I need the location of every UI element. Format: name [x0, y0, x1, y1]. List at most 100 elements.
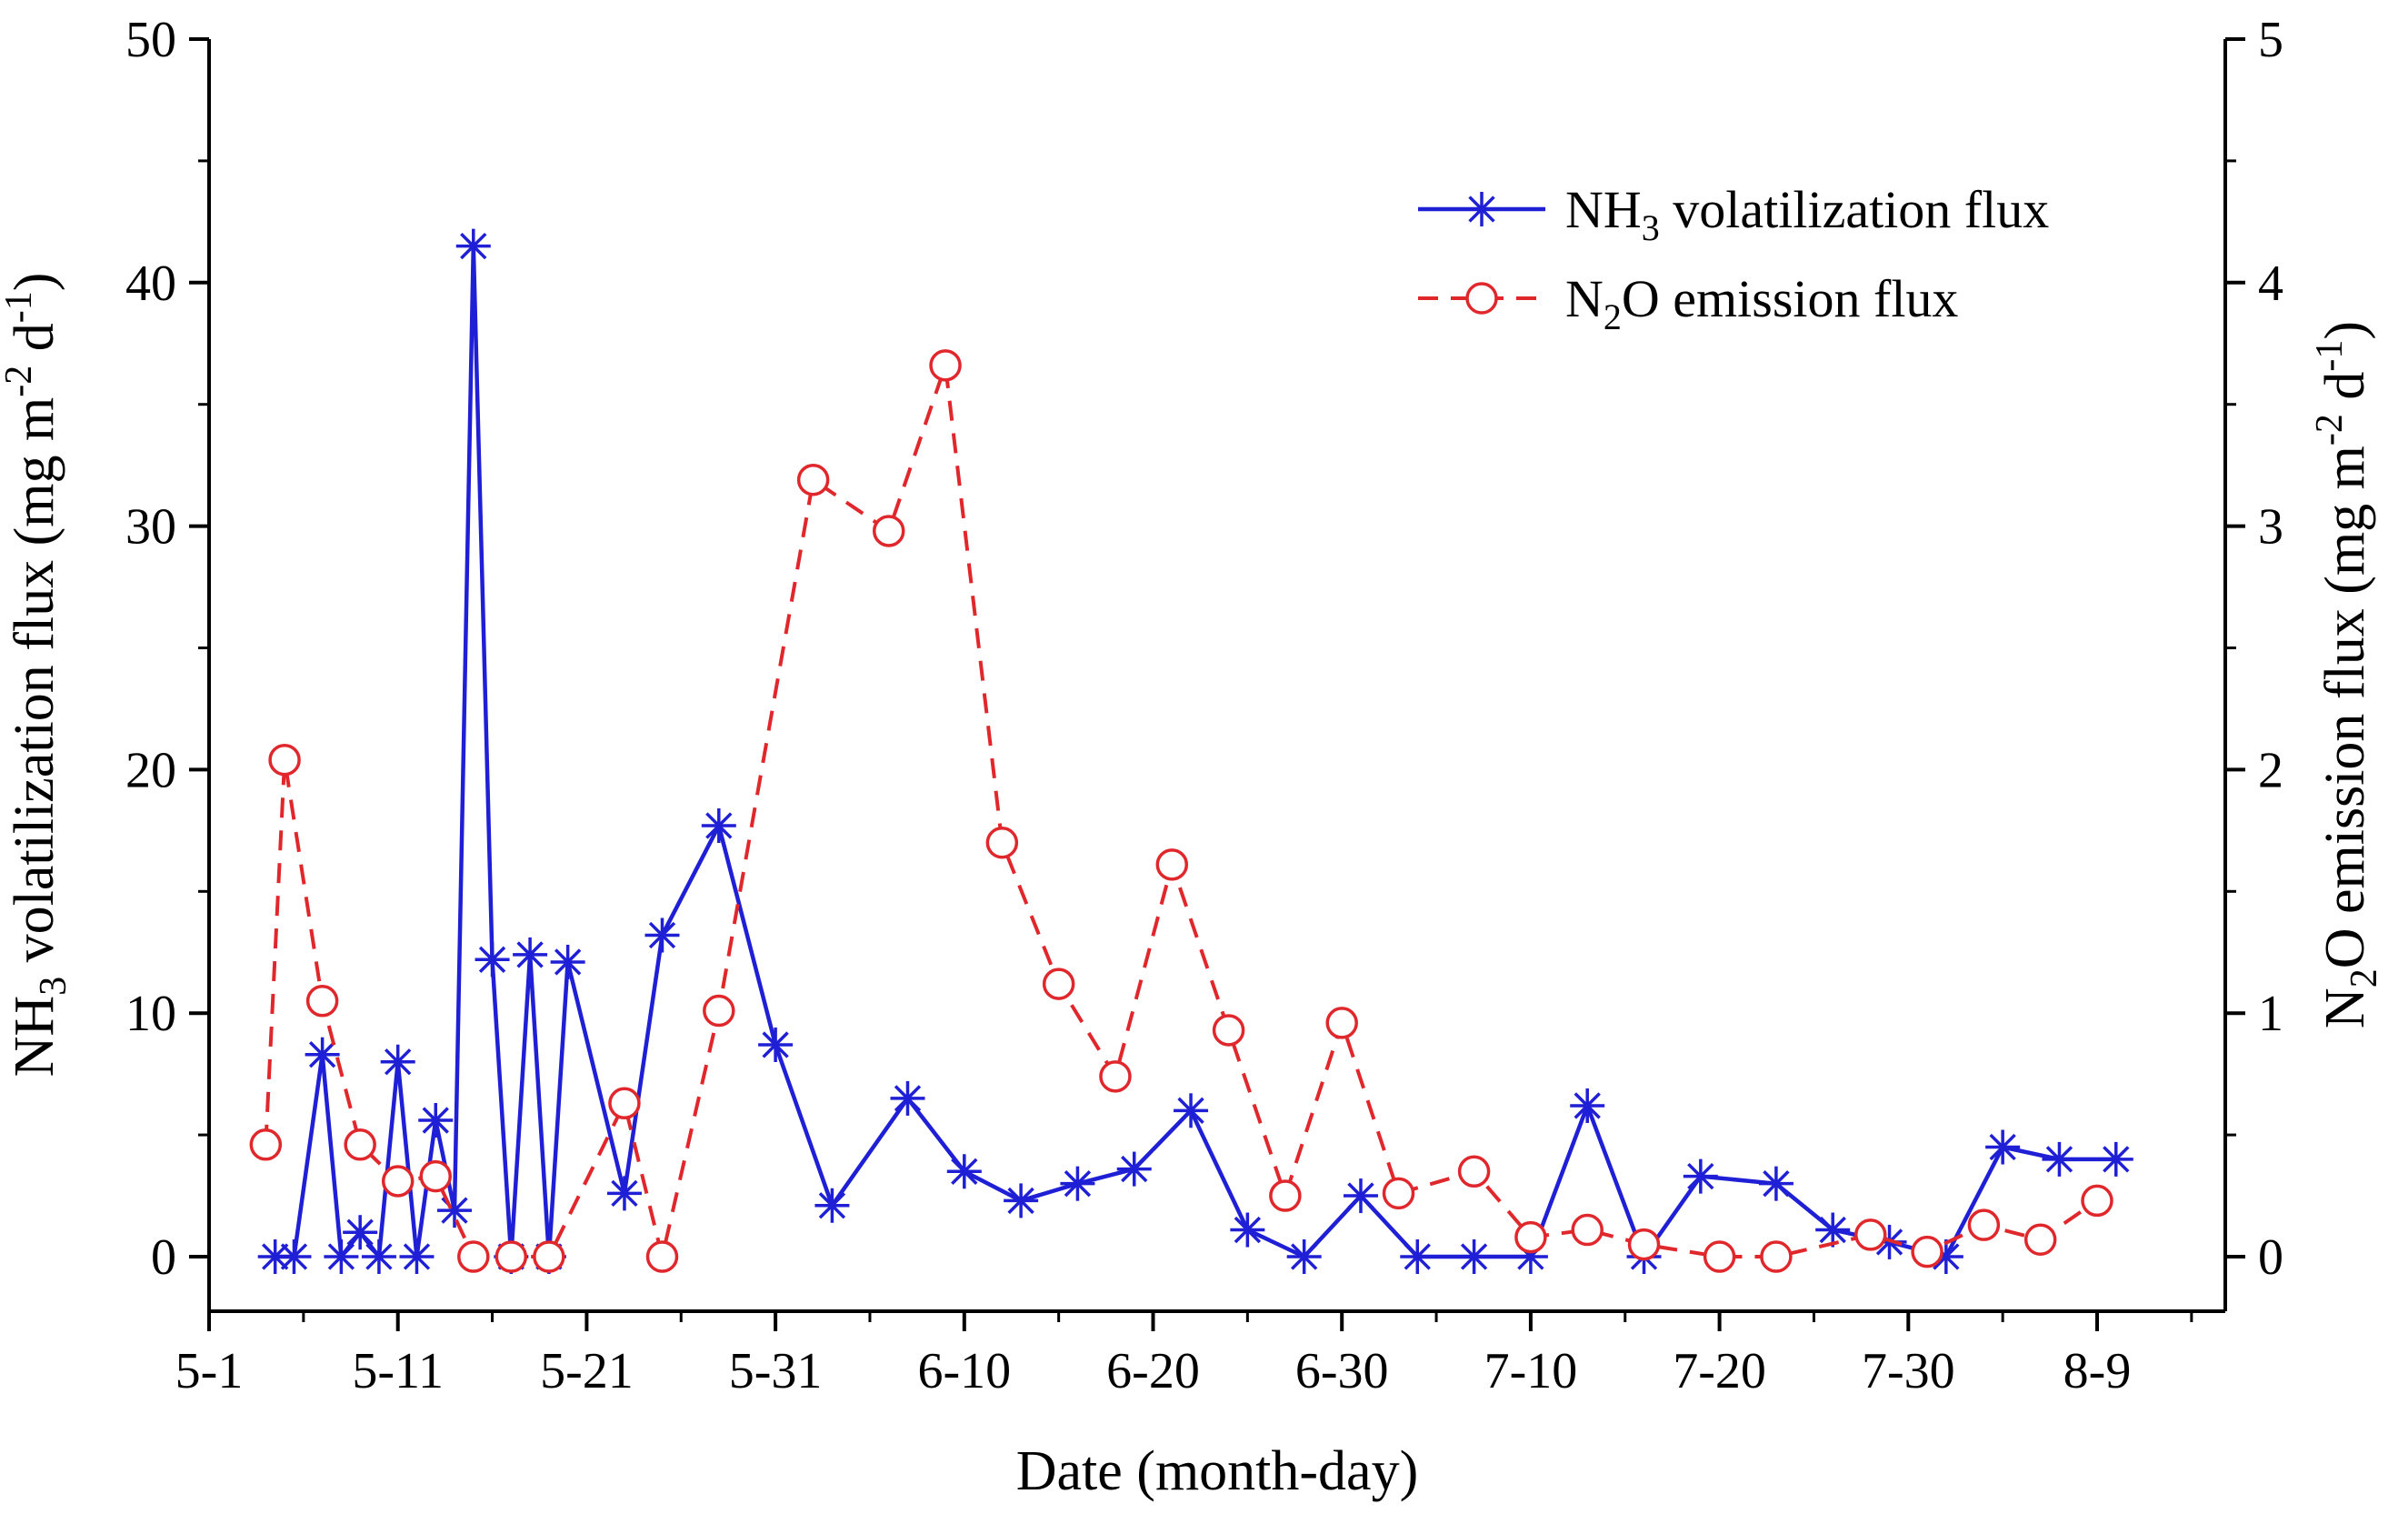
- n2o-data-point: [872, 515, 905, 547]
- nh3-data-point: [946, 1154, 982, 1189]
- x-tick-label: 7-20: [1673, 1343, 1766, 1399]
- nh3-data-point: [1174, 1093, 1209, 1128]
- x-tick-label: 6-30: [1295, 1343, 1389, 1399]
- n2o-data-point: [495, 1240, 528, 1273]
- nh3-data-point: [606, 1176, 642, 1211]
- y-left-tick-label: 40: [125, 256, 176, 312]
- x-tick-label: 8-9: [2063, 1343, 2132, 1399]
- n2o-data-point: [1457, 1155, 1491, 1188]
- n2o-data-point: [419, 1159, 452, 1193]
- x-tick-label: 6-10: [917, 1343, 1011, 1399]
- nh3-data-point: [1456, 1239, 1492, 1274]
- nh3-data-point: [380, 1044, 415, 1079]
- nh3-data-point: [475, 942, 510, 978]
- y-right-tick-label: 2: [2258, 742, 2283, 798]
- n2o-data-point: [1703, 1240, 1736, 1273]
- x-tick-label: 5-11: [352, 1343, 444, 1399]
- n2o-data-point: [305, 985, 339, 1018]
- nh3-data-point: [1683, 1158, 1718, 1194]
- nh3-data-point: [1286, 1239, 1322, 1274]
- x-tick-label: 5-1: [175, 1343, 244, 1399]
- nh3-data-point: [644, 917, 680, 953]
- nh3-data-point: [513, 937, 548, 972]
- x-tick-label: 7-30: [1862, 1343, 1955, 1399]
- n2o-data-point: [1155, 848, 1189, 881]
- n2o-data-point: [645, 1240, 679, 1273]
- nh3-data-point: [1060, 1166, 1095, 1201]
- series-nh3: [257, 228, 2133, 1274]
- legend-label-nh3: NH3 volatilization flux: [1565, 180, 2049, 248]
- nh3-data-point: [305, 1037, 340, 1072]
- n2o-data-point: [1042, 968, 1075, 1000]
- series-n2o: [249, 349, 2113, 1273]
- legend-marker-n2o: [1465, 282, 1498, 315]
- n2o-data-point: [1269, 1179, 1302, 1212]
- nh3-data-point: [1116, 1151, 1152, 1187]
- nh3-data-point: [890, 1080, 925, 1116]
- y-left-tick-label: 0: [151, 1229, 176, 1286]
- n2o-data-point: [1212, 1014, 1245, 1047]
- y-right-tick-label: 0: [2258, 1229, 2283, 1286]
- nh3-data-point: [701, 807, 736, 843]
- n2o-data-point: [929, 349, 962, 382]
- n2o-data-point: [1627, 1228, 1661, 1261]
- nh3-data-point: [2042, 1141, 2077, 1177]
- y-left-tick-label: 10: [125, 986, 176, 1042]
- n2o-data-point: [1571, 1213, 1604, 1247]
- n2o-data-point: [533, 1240, 565, 1273]
- x-tick-label: 5-21: [540, 1343, 634, 1399]
- nh3-data-point: [361, 1239, 396, 1274]
- y-right-tick-label: 5: [2258, 12, 2283, 68]
- n2o-data-point: [457, 1240, 490, 1273]
- y-left-tick-label: 30: [125, 499, 176, 556]
- n2o-data-point: [2081, 1184, 2113, 1218]
- nh3-data-point: [1400, 1239, 1435, 1274]
- y-axis-title-right: N2O emission flux (mg m-2 d-1): [2309, 321, 2385, 1028]
- nh3-data-point: [1004, 1183, 1039, 1218]
- nh3-data-point: [1570, 1088, 1605, 1123]
- nh3-data-point: [343, 1215, 378, 1250]
- nh3-data-point: [1230, 1212, 1265, 1248]
- n2o-data-point: [1099, 1060, 1132, 1093]
- nh3-data-point: [2098, 1141, 2133, 1177]
- n2o-data-point: [1514, 1220, 1547, 1254]
- n2o-data-point: [2023, 1223, 2057, 1257]
- nh3-data-point: [1985, 1129, 2021, 1165]
- x-tick-label: 5-31: [729, 1343, 823, 1399]
- n2o-data-point: [703, 994, 735, 1028]
- n2o-data-point: [268, 743, 301, 777]
- n2o-data-point: [1325, 1007, 1358, 1039]
- n2o-data-point: [381, 1165, 415, 1198]
- nh3-data-point: [257, 1239, 293, 1274]
- y-left-tick-label: 50: [125, 12, 176, 68]
- y-right-tick-label: 3: [2258, 499, 2283, 556]
- legend-marker-nh3: [1464, 192, 1499, 226]
- n2o-data-point: [249, 1128, 283, 1161]
- x-tick-label: 6-20: [1106, 1343, 1200, 1399]
- nh3-data-point: [455, 228, 491, 264]
- n2o-data-point: [1382, 1177, 1415, 1210]
- n2o-data-point: [1854, 1218, 1887, 1251]
- n2o-data-point: [608, 1087, 641, 1120]
- y-axis-title-left: NH3 volatilization flux (mg m-2 d-1): [0, 273, 75, 1078]
- nh3-data-point: [399, 1239, 435, 1274]
- y-right-tick-label: 1: [2258, 986, 2283, 1042]
- nh3-data-point: [324, 1239, 359, 1274]
- nh3-data-point: [437, 1193, 473, 1228]
- n2o-data-point: [1911, 1235, 1943, 1268]
- x-axis-title: Date (month-day): [1016, 1440, 1418, 1502]
- n2o-data-point: [985, 826, 1019, 859]
- nh3-data-point: [418, 1103, 454, 1138]
- legend-label-n2o: N2O emission flux: [1565, 269, 1958, 337]
- x-tick-label: 7-10: [1484, 1343, 1578, 1399]
- y-right-tick-label: 4: [2258, 256, 2283, 312]
- y-left-tick-label: 20: [125, 742, 176, 798]
- nh3-data-point: [550, 944, 585, 979]
- nh3-data-point: [276, 1239, 312, 1274]
- n2o-data-point: [344, 1128, 376, 1161]
- legend-entry-n2o: N2O emission flux: [1418, 269, 1958, 337]
- legend-entry-nh3: NH3 volatilization flux: [1418, 180, 2049, 248]
- n2o-data-point: [1760, 1240, 1793, 1273]
